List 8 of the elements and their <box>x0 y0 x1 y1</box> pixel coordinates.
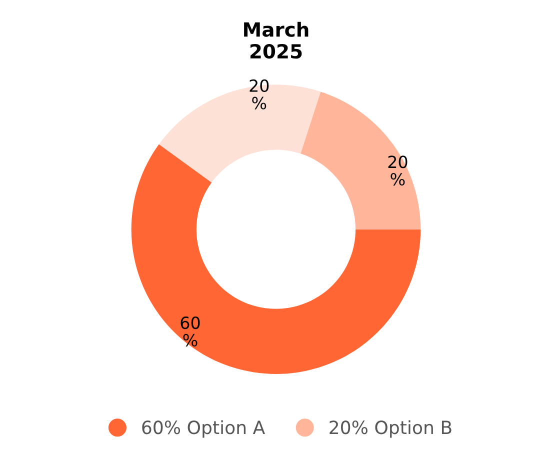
legend-label: 60% Option A <box>142 420 265 438</box>
data-label: 20 % <box>388 156 408 186</box>
legend-label: 20% Option B <box>330 420 452 438</box>
data-label: 60 % <box>180 316 200 347</box>
donut-slice <box>300 92 421 230</box>
chart-title: March 2025 <box>244 22 308 59</box>
donut-slice <box>131 144 421 374</box>
data-label: 20 % <box>250 79 269 110</box>
